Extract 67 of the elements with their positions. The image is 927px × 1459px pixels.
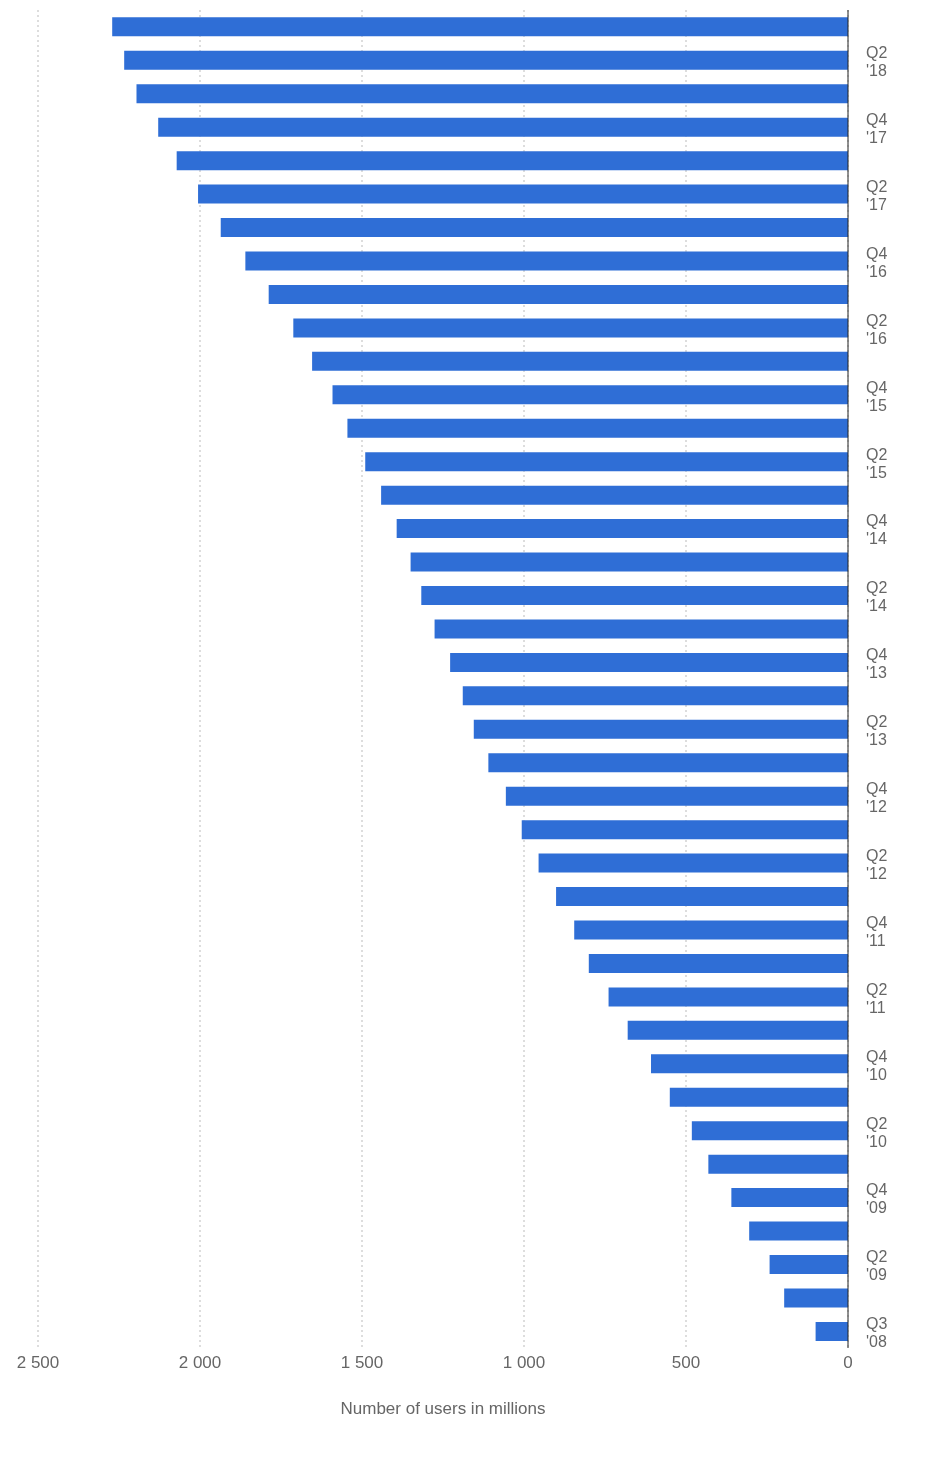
bar [381, 485, 848, 505]
bar [176, 151, 848, 171]
y-tick-label: Q2 '11 [866, 980, 888, 1016]
bar [410, 552, 848, 572]
bar [708, 1154, 848, 1174]
bar [815, 1321, 848, 1341]
y-tick-label: Q2 '16 [866, 311, 888, 347]
bar [158, 117, 848, 137]
x-tick-label: 0 [843, 1353, 853, 1373]
bar [473, 719, 848, 739]
bar [124, 50, 848, 70]
y-tick-label: Q2 '10 [866, 1114, 888, 1150]
y-tick-label: Q2 '14 [866, 579, 888, 615]
y-tick-label: Q4 '12 [866, 780, 888, 816]
bar [332, 385, 848, 405]
bar [365, 452, 848, 472]
bar [749, 1221, 848, 1241]
bar [112, 17, 848, 37]
bar [669, 1087, 848, 1107]
y-tick-label: Q4 '15 [866, 378, 888, 414]
bar [538, 853, 848, 873]
bar [488, 753, 848, 773]
bar [588, 953, 848, 973]
y-tick-label: Q4 '13 [866, 646, 888, 682]
bar [450, 652, 848, 672]
x-tick-label: 500 [671, 1353, 701, 1373]
bar [651, 1054, 848, 1074]
y-tick-label: Q4 '14 [866, 512, 888, 548]
bar [784, 1288, 848, 1308]
x-axis-title: Number of users in millions [340, 1399, 546, 1418]
bar [769, 1255, 848, 1275]
x-tick-label: 2 000 [178, 1353, 222, 1373]
bar [293, 318, 848, 338]
bar [731, 1188, 848, 1208]
bar [245, 251, 848, 271]
bar [462, 686, 848, 706]
bar [347, 418, 848, 438]
y-tick-label: Q4 '10 [866, 1047, 888, 1083]
bar [396, 519, 848, 539]
y-tick-label: Q2 '09 [866, 1248, 888, 1284]
bar [434, 619, 848, 639]
bar [556, 887, 848, 907]
y-tick-label: Q2 '15 [866, 445, 888, 481]
y-tick-label: Q2 '13 [866, 713, 888, 749]
y-tick-label: Q2 '17 [866, 177, 888, 213]
x-tick-label: 2 500 [16, 1353, 60, 1373]
bar [608, 987, 848, 1007]
bar [691, 1121, 848, 1141]
bar [505, 786, 848, 806]
y-tick-label: Q2 '12 [866, 846, 888, 882]
bar [198, 184, 848, 204]
x-tick-label: 1 500 [340, 1353, 384, 1373]
x-tick-label: 1 000 [502, 1353, 546, 1373]
y-tick-label: Q2 '18 [866, 44, 888, 80]
y-tick-label: Q4 '17 [866, 111, 888, 147]
bar [136, 84, 848, 104]
bar [421, 586, 848, 606]
bar [574, 920, 848, 940]
bar [521, 820, 848, 840]
bar [312, 351, 848, 371]
y-tick-label: Q4 '11 [866, 913, 888, 949]
bar [220, 218, 848, 238]
bar [268, 284, 848, 304]
y-tick-label: Q4 '16 [866, 244, 888, 280]
y-tick-label: Q4 '09 [866, 1181, 888, 1217]
y-tick-label: Q3 '08 [866, 1315, 888, 1351]
bar [627, 1020, 848, 1040]
